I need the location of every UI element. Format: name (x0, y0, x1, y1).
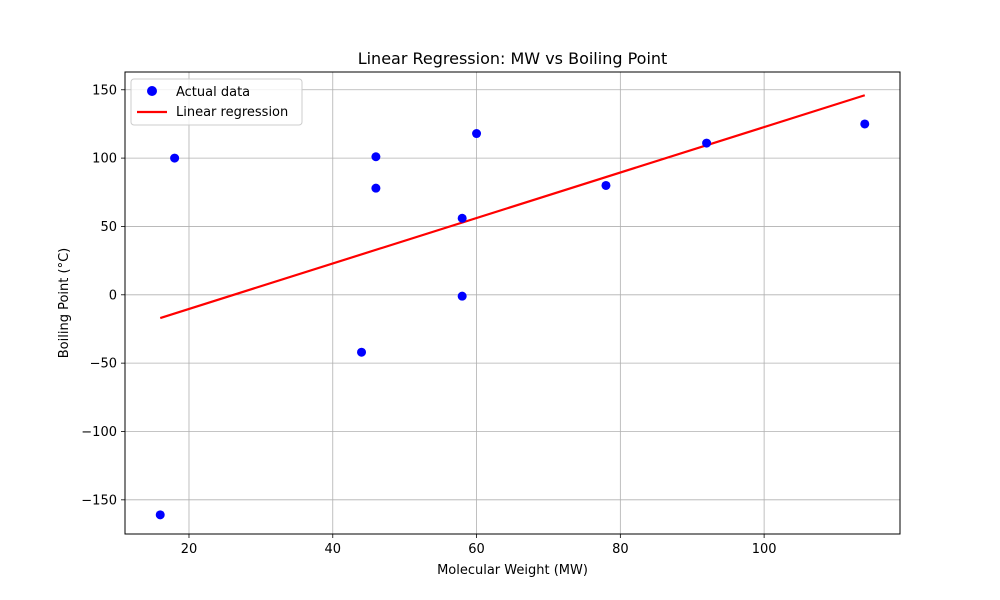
plot-area-frame (124, 71, 901, 535)
x-tick-label: 60 (468, 542, 485, 557)
y-tick-label: 50 (100, 220, 117, 235)
data-point (371, 152, 381, 162)
legend-label-actual-data: Actual data (176, 85, 250, 100)
legend-marker-actual-data (147, 86, 157, 96)
data-point (457, 213, 467, 223)
x-tick-label: 40 (324, 542, 341, 557)
data-point (357, 347, 367, 357)
chart-title: Linear Regression: MW vs Boiling Point (358, 49, 668, 68)
y-tick-label: 100 (92, 152, 117, 167)
data-point (860, 119, 870, 129)
x-tick-label: 20 (181, 542, 198, 557)
data-point (601, 180, 611, 190)
x-axis-label: Molecular Weight (MW) (437, 563, 588, 578)
y-tick-label: −50 (90, 357, 117, 372)
data-point (155, 510, 165, 520)
y-tick-label: −100 (81, 425, 117, 440)
data-point (472, 129, 482, 139)
regression-layer (159, 94, 866, 320)
x-tick-label: 80 (612, 542, 629, 557)
data-point (170, 153, 180, 163)
legend: Actual data Linear regression (130, 78, 303, 126)
y-tick-label: −150 (81, 493, 117, 508)
legend-box (130, 78, 303, 126)
y-tick-label: 150 (92, 83, 117, 98)
y-axis: −150 −100 −50 0 50 100 150 (81, 83, 125, 508)
data-point (702, 138, 712, 148)
points-layer (155, 119, 870, 520)
x-axis: 20 40 60 80 100 (181, 534, 777, 557)
grid-layer (125, 72, 900, 534)
data-point (371, 183, 381, 193)
y-axis-label: Boiling Point (°C) (57, 248, 72, 358)
regression-line (159, 94, 866, 320)
legend-label-linear-regression: Linear regression (176, 105, 288, 120)
data-point (457, 291, 467, 301)
x-tick-label: 100 (752, 542, 777, 557)
y-tick-label: 0 (109, 288, 117, 303)
